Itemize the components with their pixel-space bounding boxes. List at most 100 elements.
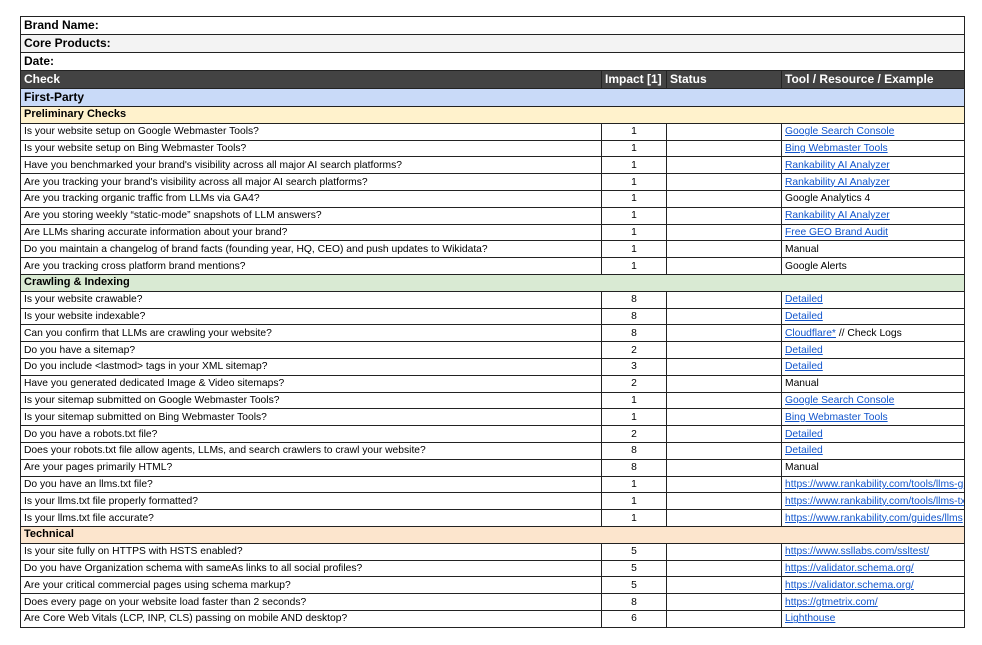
resource-link[interactable]: https://www.ssllabs.com/ssltest/ (785, 546, 930, 558)
tool-cell[interactable]: Rankability AI Analyzer (781, 173, 965, 191)
resource-link[interactable]: Bing Webmaster Tools (785, 411, 888, 423)
status-cell[interactable] (666, 357, 782, 376)
tool-cell[interactable]: https://www.ssllabs.com/ssltest/ (781, 542, 965, 561)
impact-cell[interactable]: 8 (601, 324, 667, 343)
tool-cell[interactable]: Manual (781, 240, 965, 259)
resource-link[interactable]: Detailed (785, 344, 823, 356)
impact-cell[interactable]: 2 (601, 374, 667, 393)
resource-link[interactable]: Detailed (785, 428, 823, 440)
check-cell[interactable]: Is your website crawable? (20, 290, 602, 309)
check-cell[interactable]: Is your sitemap submitted on Google Webm… (20, 391, 602, 410)
impact-cell[interactable]: 8 (601, 593, 667, 611)
tool-cell[interactable]: Google Search Console (781, 122, 965, 141)
impact-cell[interactable]: 5 (601, 576, 667, 595)
check-cell[interactable]: Are you tracking your brand's visibility… (20, 173, 602, 191)
status-cell[interactable] (666, 223, 782, 242)
resource-link[interactable]: Detailed (785, 445, 823, 457)
impact-cell[interactable]: 1 (601, 189, 667, 208)
impact-cell[interactable]: 5 (601, 559, 667, 578)
status-cell[interactable] (666, 206, 782, 225)
resource-link[interactable]: Cloudflare* (785, 327, 836, 339)
status-cell[interactable] (666, 458, 782, 477)
impact-cell[interactable]: 1 (601, 139, 667, 158)
check-cell[interactable]: Can you confirm that LLMs are crawling y… (20, 324, 602, 343)
tool-cell[interactable]: Detailed (781, 290, 965, 309)
tool-cell[interactable]: https://validator.schema.org/ (781, 559, 965, 578)
resource-link[interactable]: https://www.rankability.com/tools/llms-t… (785, 495, 965, 507)
tool-cell[interactable]: Rankability AI Analyzer (781, 156, 965, 175)
core-products-label[interactable]: Core Products: (20, 34, 965, 53)
tool-cell[interactable]: Free GEO Brand Audit (781, 223, 965, 242)
check-cell[interactable]: Have you benchmarked your brand's visibi… (20, 156, 602, 175)
section-header[interactable]: Preliminary Checks (20, 106, 965, 124)
impact-cell[interactable]: 1 (601, 492, 667, 511)
resource-link[interactable]: Free GEO Brand Audit (785, 226, 889, 238)
resource-link[interactable]: https://validator.schema.org/ (785, 579, 914, 591)
status-cell[interactable] (666, 509, 782, 527)
status-cell[interactable] (666, 374, 782, 393)
resource-link[interactable]: Google Search Console (785, 394, 895, 406)
status-cell[interactable] (666, 559, 782, 578)
impact-cell[interactable]: 1 (601, 408, 667, 427)
tool-cell[interactable]: Detailed (781, 357, 965, 376)
check-cell[interactable]: Are your critical commercial pages using… (20, 576, 602, 595)
status-cell[interactable] (666, 122, 782, 141)
impact-cell[interactable]: 1 (601, 206, 667, 225)
impact-cell[interactable]: 5 (601, 542, 667, 561)
check-cell[interactable]: Do you maintain a changelog of brand fac… (20, 240, 602, 259)
check-cell[interactable]: Does every page on your website load fas… (20, 593, 602, 611)
status-cell[interactable] (666, 139, 782, 158)
resource-link[interactable]: Google Search Console (785, 126, 895, 138)
status-cell[interactable] (666, 307, 782, 326)
check-cell[interactable]: Are Core Web Vitals (LCP, INP, CLS) pass… (20, 609, 602, 628)
impact-cell[interactable]: 1 (601, 122, 667, 141)
section-header[interactable]: Crawling & Indexing (20, 273, 965, 292)
check-cell[interactable]: Do you have an llms.txt file? (20, 475, 602, 494)
check-cell[interactable]: Do you have a robots.txt file? (20, 425, 602, 443)
check-cell[interactable]: Are LLMs sharing accurate information ab… (20, 223, 602, 242)
check-cell[interactable]: Is your llms.txt file accurate? (20, 509, 602, 527)
tool-cell[interactable]: Detailed (781, 425, 965, 443)
impact-cell[interactable]: 1 (601, 240, 667, 259)
tool-cell[interactable]: Lighthouse (781, 609, 965, 628)
status-cell[interactable] (666, 593, 782, 611)
resource-link[interactable]: https://www.rankability.com/guides/llms (785, 512, 963, 524)
status-cell[interactable] (666, 290, 782, 309)
check-cell[interactable]: Have you generated dedicated Image & Vid… (20, 374, 602, 393)
section-header[interactable]: Technical (20, 525, 965, 544)
impact-cell[interactable]: 8 (601, 290, 667, 309)
impact-cell[interactable]: 3 (601, 357, 667, 376)
tool-cell[interactable]: Detailed (781, 341, 965, 359)
tool-cell[interactable]: Bing Webmaster Tools (781, 139, 965, 158)
tool-cell[interactable]: https://www.rankability.com/tools/llms-t… (781, 492, 965, 511)
tool-cell[interactable]: https://www.rankability.com/tools/llms-g (781, 475, 965, 494)
header-tool[interactable]: Tool / Resource / Example (781, 70, 965, 89)
check-cell[interactable]: Do you include <lastmod> tags in your XM… (20, 357, 602, 376)
check-cell[interactable]: Is your website indexable? (20, 307, 602, 326)
impact-cell[interactable]: 1 (601, 156, 667, 175)
check-cell[interactable]: Is your site fully on HTTPS with HSTS en… (20, 542, 602, 561)
status-cell[interactable] (666, 324, 782, 343)
resource-link[interactable]: https://www.rankability.com/tools/llms-g (785, 478, 964, 490)
check-cell[interactable]: Do you have a sitemap? (20, 341, 602, 359)
tool-cell[interactable]: https://gtmetrix.com/ (781, 593, 965, 611)
resource-link[interactable]: Detailed (785, 310, 823, 322)
header-status[interactable]: Status (666, 70, 782, 89)
impact-cell[interactable]: 8 (601, 307, 667, 326)
check-cell[interactable]: Is your website setup on Google Webmaste… (20, 122, 602, 141)
check-cell[interactable]: Is your sitemap submitted on Bing Webmas… (20, 408, 602, 427)
tool-cell[interactable]: Manual (781, 374, 965, 393)
resource-link[interactable]: Lighthouse (785, 613, 836, 625)
check-cell[interactable]: Does your robots.txt file allow agents, … (20, 441, 602, 460)
status-cell[interactable] (666, 425, 782, 443)
status-cell[interactable] (666, 576, 782, 595)
tool-cell[interactable]: Google Search Console (781, 391, 965, 410)
status-cell[interactable] (666, 341, 782, 359)
resource-link[interactable]: Detailed (785, 294, 823, 306)
status-cell[interactable] (666, 475, 782, 494)
tool-cell[interactable]: Cloudflare* // Check Logs (781, 324, 965, 343)
resource-link[interactable]: Rankability AI Analyzer (785, 159, 890, 171)
resource-link[interactable]: Bing Webmaster Tools (785, 142, 888, 154)
status-cell[interactable] (666, 408, 782, 427)
status-cell[interactable] (666, 441, 782, 460)
